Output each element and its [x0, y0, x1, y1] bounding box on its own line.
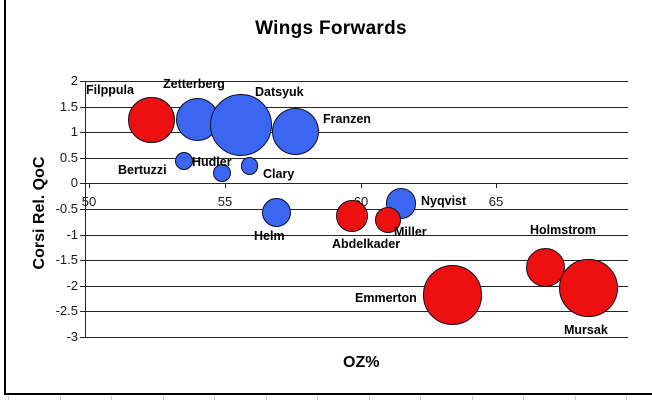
y-axis-tick [80, 81, 85, 82]
point-label-clary: Clary [263, 167, 295, 181]
chart-frame-left-border [4, 0, 6, 394]
y-tick-label: 1.5 [59, 99, 78, 114]
y-axis-tick [80, 209, 85, 210]
gridline-y-2 [85, 81, 628, 82]
point-label-datsyuk: Datsyuk [255, 85, 304, 99]
worksheet-cell-border [59, 396, 61, 400]
x-axis-tick [496, 183, 497, 188]
point-label-holmstrom: Holmstrom [530, 223, 596, 237]
y-axis-tick [80, 311, 85, 312]
bubble-filppula[interactable] [128, 96, 175, 144]
bubble-hudler[interactable] [212, 163, 232, 183]
chart-title: Wings Forwards [255, 18, 407, 39]
y-axis-tick [80, 132, 85, 133]
bubble-bertuzzi[interactable] [174, 151, 194, 171]
point-label-nyqvist: Nyqvist [421, 194, 467, 208]
worksheet-cell-border [111, 396, 112, 400]
gridline-y--1 [85, 235, 628, 236]
gridline-y--2.5 [85, 311, 628, 312]
bubble-abdelkader[interactable] [336, 199, 369, 232]
gridline-y--3 [85, 337, 628, 338]
bubble-holmstrom[interactable] [525, 247, 565, 288]
worksheet-cell-border [214, 396, 215, 400]
gridline-y-1 [85, 132, 628, 133]
bubble-datsyuk[interactable] [210, 93, 273, 156]
bubble-franzen[interactable] [271, 108, 319, 156]
worksheet-cell-border [162, 396, 164, 400]
point-label-miller: Miller [394, 225, 427, 239]
point-label-mursak: Mursak [564, 323, 608, 337]
y-tick-label: 2 [70, 73, 78, 88]
gridline-y--2 [85, 286, 628, 287]
y-axis-tick [80, 183, 85, 184]
worksheet-cell-border [265, 396, 267, 400]
worksheet-cell-border [317, 396, 318, 400]
point-label-emmerton: Emmerton [355, 291, 417, 305]
bubble-mursak[interactable] [559, 258, 618, 317]
point-label-franzen: Franzen [323, 112, 371, 126]
worksheet-cell-border [523, 396, 524, 400]
point-label-abdelkader: Abdelkader [332, 237, 401, 251]
y-axis-tick [80, 107, 85, 108]
x-tick-label: 50 [81, 194, 97, 209]
y-tick-label: -1 [66, 227, 78, 242]
point-label-filppula: Filppula [86, 83, 134, 97]
worksheet-cell-border [8, 396, 9, 400]
gridline-y--1.5 [85, 260, 628, 261]
point-label-bertuzzi: Bertuzzi [118, 163, 167, 177]
y-axis-tick [80, 260, 85, 261]
x-axis-tick [89, 183, 90, 188]
y-axis-tick [80, 286, 85, 287]
gridline-y-0 [85, 183, 628, 184]
bubble-helm[interactable] [261, 197, 292, 228]
y-tick-label: -1.5 [55, 252, 78, 267]
x-tick-label: 55 [217, 194, 233, 209]
x-axis-title: OZ% [343, 354, 380, 371]
point-label-hudler: Hudler [192, 155, 232, 169]
y-tick-label: -2.5 [55, 303, 78, 318]
chart-frame-bottom-border [4, 393, 652, 395]
y-axis-line [85, 81, 86, 337]
y-tick-label: 0 [70, 175, 78, 190]
bubble-emmerton[interactable] [423, 265, 483, 325]
x-axis-tick [361, 183, 362, 188]
gridline-y-0.5 [85, 158, 628, 159]
worksheet-cell-border [574, 396, 576, 400]
y-tick-label: -2 [66, 278, 78, 293]
y-axis-tick [80, 235, 85, 236]
worksheet-cell-border [626, 396, 627, 400]
bubble-clary[interactable] [240, 157, 258, 175]
y-tick-label: 0.5 [59, 150, 78, 165]
y-tick-label: -3 [66, 329, 78, 344]
x-axis-tick [225, 183, 226, 188]
worksheet-cell-border [368, 396, 370, 400]
y-axis-tick [80, 158, 85, 159]
worksheet-cell-border [420, 396, 421, 400]
bubble-miller[interactable] [374, 207, 401, 234]
point-label-zetterberg: Zetterberg [163, 77, 225, 91]
point-label-helm: Helm [254, 229, 285, 243]
y-tick-label: 1 [70, 124, 78, 139]
worksheet-cell-border [471, 396, 473, 400]
y-axis-tick [80, 337, 85, 338]
worksheet-gridline-strip [0, 395, 652, 400]
x-tick-label: 65 [488, 194, 504, 209]
gridline-y-1.5 [85, 107, 628, 108]
y-tick-label: -0.5 [55, 201, 78, 216]
